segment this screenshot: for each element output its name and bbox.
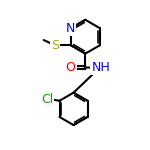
Text: O: O [66, 61, 75, 74]
Text: N: N [66, 22, 75, 35]
Text: NH: NH [91, 61, 110, 74]
Text: Cl: Cl [41, 93, 53, 106]
Text: S: S [51, 39, 59, 52]
